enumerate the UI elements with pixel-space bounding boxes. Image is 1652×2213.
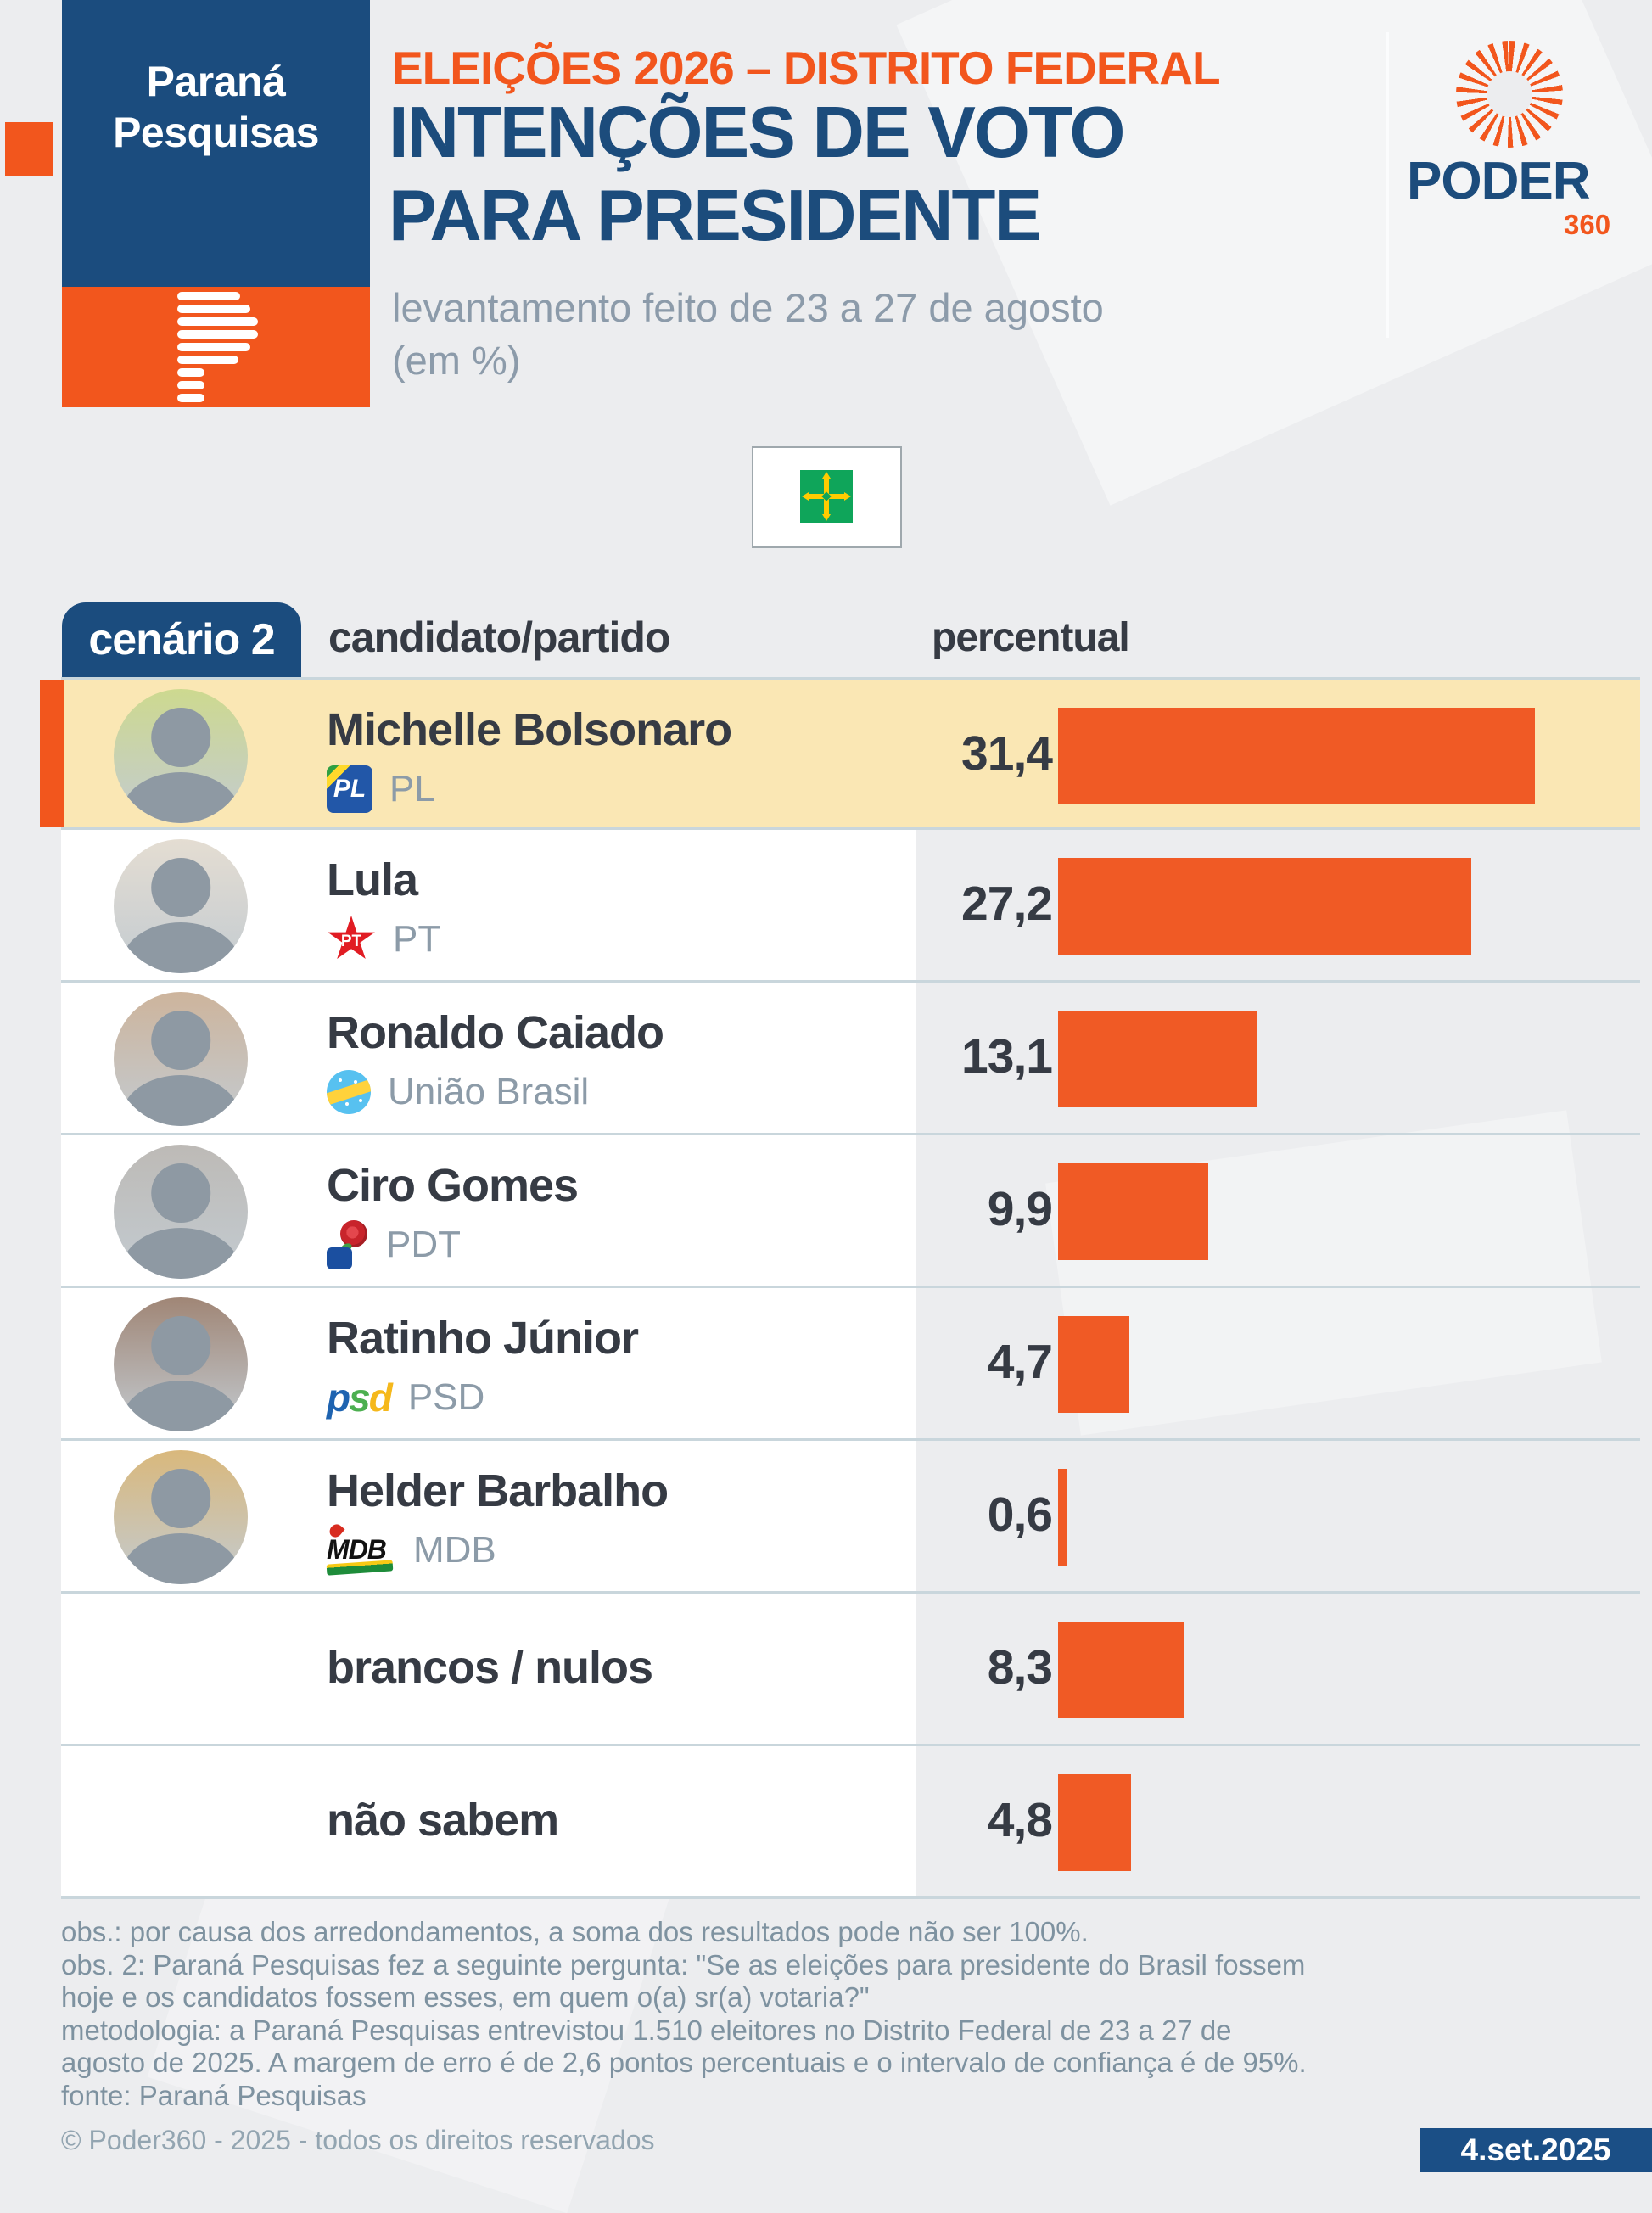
- page-title: INTENÇÕES DE VOTO PARA PRESIDENTE: [389, 92, 1126, 258]
- candidate-name: Ronaldo Caiado: [327, 1007, 664, 1058]
- percent-bar: [1058, 1011, 1257, 1107]
- footer-obs1: obs.: por causa dos arredondamentos, a s…: [61, 1916, 1089, 1947]
- publication-date-badge: 4.set.2025: [1420, 2128, 1652, 2172]
- column-header-percent: percentual: [932, 615, 1130, 660]
- candidate-name: Ciro Gomes: [327, 1160, 579, 1211]
- percent-bar: [1058, 1316, 1129, 1413]
- table-row: Ronaldo Caiado União Brasil 13,1: [61, 983, 1640, 1135]
- table-row: Ratinho Júnior psd PSD 4,7: [61, 1288, 1640, 1441]
- percent-value: 8,3: [987, 1640, 1053, 1695]
- orange-corner-square: [5, 122, 53, 176]
- percent-value: 31,4: [961, 726, 1053, 781]
- percent-bar: [1058, 1774, 1131, 1871]
- footer-obs2: obs. 2: Paraná Pesquisas fez a seguinte …: [61, 1948, 1306, 2014]
- candidate-photo: [114, 689, 248, 823]
- percent-value: 4,8: [987, 1793, 1053, 1847]
- header-divider: [1386, 32, 1389, 338]
- candidate-name: Lula: [327, 854, 418, 905]
- results-table: Michelle Bolsonaro PL PL 31,4 Lula PT PT…: [40, 677, 1640, 1899]
- poder360-sunburst-icon: [1456, 41, 1563, 148]
- percent-value: 0,6: [987, 1487, 1053, 1542]
- uniao-brasil-party-logo-icon: [327, 1070, 371, 1114]
- table-row: não sabem 4,8: [61, 1746, 1640, 1899]
- percent-bar: [1058, 1469, 1067, 1566]
- subtitle-line-1: levantamento feito de 23 a 27 de agosto: [392, 285, 1104, 330]
- party-label: PDT: [386, 1224, 461, 1265]
- candidate-photo: [114, 992, 248, 1126]
- candidate-photo: [114, 839, 248, 973]
- footer-metodologia: metodologia: a Paraná Pesquisas entrevis…: [61, 2014, 1307, 2079]
- percent-value: 13,1: [961, 1029, 1053, 1084]
- pl-party-logo-icon: PL: [327, 765, 372, 813]
- percent-bar: [1058, 708, 1535, 804]
- psd-party-logo-icon: psd: [327, 1375, 393, 1420]
- parana-pesquisas-p-icon: [62, 287, 370, 407]
- mdb-party-logo-icon: MDB: [326, 1521, 396, 1576]
- page-subtitle: levantamento feito de 23 a 27 de agosto …: [392, 282, 1104, 387]
- party-label: MDB: [413, 1529, 496, 1571]
- candidate-photo: [114, 1145, 248, 1279]
- page-title-line-1: INTENÇÕES DE VOTO: [389, 92, 1126, 173]
- candidate-photo: [114, 1297, 248, 1431]
- pt-party-logo-icon: PT: [328, 916, 375, 959]
- percent-value: 9,9: [987, 1182, 1053, 1236]
- category-label: brancos / nulos: [327, 1642, 653, 1693]
- brand-line-2: Pesquisas: [113, 109, 319, 156]
- page-title-line-2: PARA PRESIDENTE: [389, 176, 1042, 256]
- distrito-federal-flag: [752, 446, 902, 548]
- subtitle-line-2: (em %): [392, 338, 521, 383]
- party-label: União Brasil: [388, 1071, 590, 1112]
- scenario-badge: cenário 2: [62, 602, 301, 677]
- poder360-number: 360: [1564, 209, 1611, 240]
- party-label: PSD: [407, 1376, 485, 1418]
- percent-bar: [1058, 1622, 1184, 1718]
- footer-fonte: fonte: Paraná Pesquisas: [61, 2079, 367, 2111]
- candidate-name: Michelle Bolsonaro: [327, 704, 732, 755]
- table-row: Ciro Gomes PDT 9,9: [61, 1135, 1640, 1288]
- percent-value: 27,2: [961, 877, 1053, 931]
- brand-line-1: Paraná: [146, 58, 286, 105]
- table-row: Lula PT PT 27,2: [61, 830, 1640, 983]
- table-row: Helder Barbalho MDB MDB 0,6: [61, 1441, 1640, 1594]
- percent-bar: [1058, 858, 1471, 955]
- poder360-wordmark: PODER: [1407, 152, 1590, 210]
- category-label: não sabem: [327, 1795, 559, 1846]
- candidate-name: Helder Barbalho: [327, 1465, 669, 1516]
- table-row: Michelle Bolsonaro PL PL 31,4: [40, 677, 1640, 830]
- party-label: PL: [389, 768, 435, 810]
- candidate-photo: [114, 1450, 248, 1584]
- pdt-party-logo-icon: [327, 1220, 369, 1269]
- party-label: PT: [393, 918, 441, 960]
- candidate-name: Ratinho Júnior: [327, 1313, 639, 1364]
- copyright-line: © Poder360 - 2025 - todos os direitos re…: [61, 2125, 655, 2155]
- percent-bar: [1058, 1163, 1208, 1260]
- footer-notes: obs.: por causa dos arredondamentos, a s…: [61, 1916, 1315, 2112]
- parana-pesquisas-logo: Paraná Pesquisas: [62, 0, 370, 287]
- kicker-title: ELEIÇÕES 2026 – DISTRITO FEDERAL: [392, 42, 1221, 94]
- percent-value: 4,7: [987, 1335, 1053, 1389]
- table-row: brancos / nulos 8,3: [61, 1594, 1640, 1746]
- column-header-candidate: candidato/partido: [328, 613, 670, 661]
